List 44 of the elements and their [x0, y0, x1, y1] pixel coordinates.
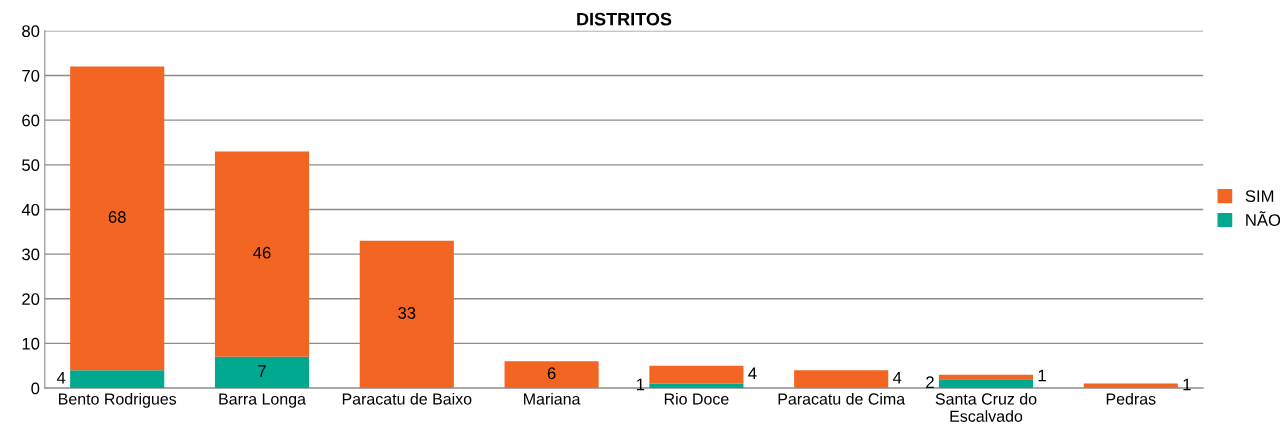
- bar: [214, 356, 310, 389]
- x-tick-label: Mariana: [524, 392, 581, 405]
- data-label: 4: [748, 367, 757, 379]
- x-tick-label: Pedras: [1106, 392, 1156, 405]
- y-tick-label: 0: [31, 382, 40, 395]
- legend-label: NÃO: [1246, 211, 1280, 226]
- data-label: 4: [892, 371, 902, 384]
- bar: [70, 370, 165, 389]
- bar: [1083, 383, 1178, 389]
- x-tick-label: Rio Doce: [664, 392, 729, 405]
- y-tick-label: 60: [22, 114, 40, 127]
- y-tick-label: 20: [22, 293, 40, 305]
- chart-title: DISTRITOS: [577, 12, 672, 26]
- y-tick-label: 10: [22, 337, 40, 350]
- data-label: 4: [56, 371, 66, 384]
- data-label: 33: [398, 307, 416, 319]
- x-tick-label: Barra Longa: [219, 393, 306, 408]
- bar: [70, 66, 165, 371]
- bar: [794, 370, 889, 389]
- data-label: 2: [926, 376, 934, 388]
- bar: [214, 151, 310, 357]
- y-tick-label: 70: [22, 69, 40, 82]
- bar: [938, 379, 1034, 389]
- x-tick-label: Paracatu de Baixo: [342, 392, 472, 405]
- y-tick-label: 50: [22, 159, 40, 172]
- data-label: 6: [547, 367, 556, 380]
- legend-label: SIM: [1245, 190, 1274, 203]
- bar: [504, 361, 599, 389]
- y-tick-label: 40: [21, 203, 40, 216]
- data-label: 1: [637, 378, 645, 391]
- x-tick-label: Bento Rodrigues: [59, 392, 177, 408]
- bar: [649, 383, 744, 389]
- data-label: 68: [108, 211, 126, 223]
- y-tick-label: 30: [22, 248, 40, 261]
- data-label: 7: [258, 365, 266, 377]
- bar: [359, 240, 454, 389]
- x-tick-label: Santa Cruz do Escalvado: [935, 392, 1037, 422]
- data-label: 46: [253, 246, 271, 259]
- x-tick-label: Paracatu de Cima: [778, 392, 906, 405]
- y-tick-label: 80: [22, 25, 40, 38]
- bar: [649, 365, 744, 384]
- data-label: 1: [1038, 369, 1046, 382]
- data-label: 1: [1183, 378, 1191, 391]
- bar: [938, 374, 1034, 380]
